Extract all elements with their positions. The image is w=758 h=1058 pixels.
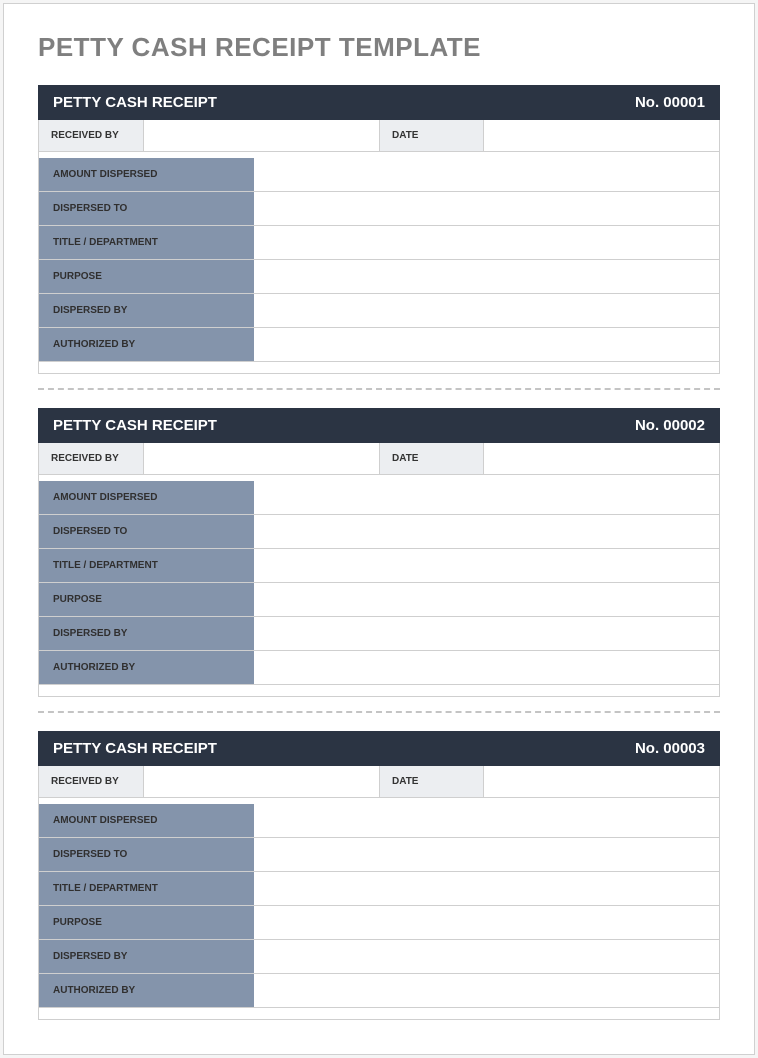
detail-row: AUTHORIZED BY	[38, 974, 720, 1008]
received-by-value[interactable]	[144, 443, 379, 475]
bottom-gap	[38, 362, 720, 374]
received-by-value[interactable]	[144, 766, 379, 798]
purpose-value[interactable]	[254, 260, 719, 294]
dispersed-by-value[interactable]	[254, 294, 719, 328]
detail-row: AUTHORIZED BY	[38, 651, 720, 685]
bottom-gap	[38, 1008, 720, 1020]
authorized-by-label: AUTHORIZED BY	[39, 328, 254, 362]
detail-row: TITLE / DEPARTMENT	[38, 549, 720, 583]
dispersed-to-value[interactable]	[254, 192, 719, 226]
dispersed-to-value[interactable]	[254, 515, 719, 549]
amount-dispersed-value[interactable]	[254, 804, 719, 838]
amount-dispersed-value[interactable]	[254, 158, 719, 192]
authorized-by-value[interactable]	[254, 651, 719, 685]
receipt-header-title: PETTY CASH RECEIPT	[53, 417, 217, 434]
received-by-label: RECEIVED BY	[39, 443, 144, 475]
amount-dispersed-label: AMOUNT DISPERSED	[39, 481, 254, 515]
purpose-value[interactable]	[254, 583, 719, 617]
detail-row: TITLE / DEPARTMENT	[38, 872, 720, 906]
authorized-by-value[interactable]	[254, 974, 719, 1008]
purpose-label: PURPOSE	[39, 906, 254, 940]
date-label: DATE	[379, 443, 484, 475]
receipt-header: PETTY CASH RECEIPT No. 00003	[38, 731, 720, 766]
detail-row: DISPERSED TO	[38, 838, 720, 872]
dispersed-by-value[interactable]	[254, 940, 719, 974]
detail-row: PURPOSE	[38, 260, 720, 294]
receipt-header: PETTY CASH RECEIPT No. 00001	[38, 85, 720, 120]
date-value[interactable]	[484, 120, 719, 152]
dispersed-to-label: DISPERSED TO	[39, 838, 254, 872]
receipt-block: PETTY CASH RECEIPT No. 00003 RECEIVED BY…	[38, 731, 720, 1020]
receipt-header-title: PETTY CASH RECEIPT	[53, 740, 217, 757]
detail-row: AMOUNT DISPERSED	[38, 481, 720, 515]
detail-row: AMOUNT DISPERSED	[38, 804, 720, 838]
receipt-block: PETTY CASH RECEIPT No. 00001 RECEIVED BY…	[38, 85, 720, 374]
dispersed-to-label: DISPERSED TO	[39, 192, 254, 226]
amount-dispersed-value[interactable]	[254, 481, 719, 515]
detail-row: PURPOSE	[38, 906, 720, 940]
receipt-number: No. 00001	[635, 94, 705, 111]
title-department-value[interactable]	[254, 872, 719, 906]
receipt-block: PETTY CASH RECEIPT No. 00002 RECEIVED BY…	[38, 408, 720, 697]
receipt-header: PETTY CASH RECEIPT No. 00002	[38, 408, 720, 443]
dispersed-to-label: DISPERSED TO	[39, 515, 254, 549]
title-department-value[interactable]	[254, 226, 719, 260]
detail-row: DISPERSED TO	[38, 515, 720, 549]
bottom-gap	[38, 685, 720, 697]
received-by-label: RECEIVED BY	[39, 766, 144, 798]
dispersed-by-label: DISPERSED BY	[39, 294, 254, 328]
purpose-label: PURPOSE	[39, 260, 254, 294]
purpose-label: PURPOSE	[39, 583, 254, 617]
detail-row: AUTHORIZED BY	[38, 328, 720, 362]
dashed-divider	[38, 388, 720, 390]
dispersed-to-value[interactable]	[254, 838, 719, 872]
detail-row: TITLE / DEPARTMENT	[38, 226, 720, 260]
title-department-label: TITLE / DEPARTMENT	[39, 226, 254, 260]
receipt-header-title: PETTY CASH RECEIPT	[53, 94, 217, 111]
date-value[interactable]	[484, 766, 719, 798]
document-page: PETTY CASH RECEIPT TEMPLATE PETTY CASH R…	[3, 3, 755, 1055]
dispersed-by-label: DISPERSED BY	[39, 617, 254, 651]
authorized-by-label: AUTHORIZED BY	[39, 974, 254, 1008]
receipt-top-row: RECEIVED BY DATE	[38, 443, 720, 475]
dashed-divider	[38, 711, 720, 713]
detail-row: AMOUNT DISPERSED	[38, 158, 720, 192]
receipt-number: No. 00003	[635, 740, 705, 757]
detail-row: DISPERSED BY	[38, 940, 720, 974]
amount-dispersed-label: AMOUNT DISPERSED	[39, 158, 254, 192]
purpose-value[interactable]	[254, 906, 719, 940]
authorized-by-value[interactable]	[254, 328, 719, 362]
page-title: PETTY CASH RECEIPT TEMPLATE	[38, 32, 720, 63]
received-by-value[interactable]	[144, 120, 379, 152]
date-label: DATE	[379, 120, 484, 152]
receipt-number: No. 00002	[635, 417, 705, 434]
amount-dispersed-label: AMOUNT DISPERSED	[39, 804, 254, 838]
detail-row: DISPERSED BY	[38, 294, 720, 328]
date-value[interactable]	[484, 443, 719, 475]
date-label: DATE	[379, 766, 484, 798]
title-department-label: TITLE / DEPARTMENT	[39, 872, 254, 906]
dispersed-by-label: DISPERSED BY	[39, 940, 254, 974]
authorized-by-label: AUTHORIZED BY	[39, 651, 254, 685]
title-department-value[interactable]	[254, 549, 719, 583]
detail-row: PURPOSE	[38, 583, 720, 617]
receipt-top-row: RECEIVED BY DATE	[38, 120, 720, 152]
received-by-label: RECEIVED BY	[39, 120, 144, 152]
detail-row: DISPERSED TO	[38, 192, 720, 226]
receipt-top-row: RECEIVED BY DATE	[38, 766, 720, 798]
title-department-label: TITLE / DEPARTMENT	[39, 549, 254, 583]
dispersed-by-value[interactable]	[254, 617, 719, 651]
detail-row: DISPERSED BY	[38, 617, 720, 651]
